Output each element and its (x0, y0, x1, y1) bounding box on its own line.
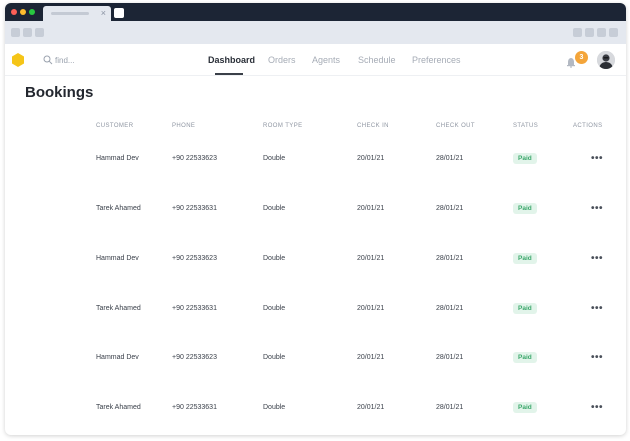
cell-room-type: Double (263, 155, 286, 162)
row-actions-menu-icon[interactable]: ••• (591, 153, 604, 164)
search-icon (43, 55, 53, 65)
browser-tab[interactable]: × (43, 6, 111, 21)
maximize-window-dot[interactable] (29, 9, 35, 15)
cell-phone: +90 22533623 (172, 255, 217, 262)
cell-customer: Hammad Dev (96, 354, 139, 361)
nav-orders[interactable]: Orders (268, 55, 296, 65)
user-avatar-icon (597, 51, 615, 69)
page-title: Bookings (25, 84, 94, 101)
status-badge: Paid (513, 352, 537, 363)
cell-check-out: 28/01/21 (436, 255, 464, 262)
nav-dashboard[interactable]: Dashboard (208, 55, 256, 65)
cell-customer: Tarek Ahamed (96, 404, 141, 411)
row-actions-menu-icon[interactable]: ••• (591, 352, 604, 363)
toolbar-menu-button[interactable] (609, 28, 618, 37)
active-nav-indicator (215, 73, 243, 75)
cell-phone: +90 22533623 (172, 354, 217, 361)
status-badge: Paid (513, 153, 537, 164)
cell-check-in: 20/01/21 (357, 205, 385, 212)
browser-titlebar: × (5, 3, 626, 21)
browser-toolbar (5, 21, 626, 44)
cell-check-in: 20/01/21 (357, 255, 385, 262)
new-tab-button[interactable] (114, 8, 124, 18)
nav-schedule[interactable]: Schedule (358, 55, 396, 65)
cell-room-type: Double (263, 404, 286, 411)
notification-count-badge: 3 (575, 51, 588, 64)
user-avatar[interactable] (597, 51, 615, 69)
status-badge: Paid (513, 402, 537, 413)
minimize-window-dot[interactable] (20, 9, 26, 15)
tab-title-placeholder (51, 12, 89, 15)
back-button[interactable] (11, 28, 20, 37)
row-actions-menu-icon[interactable]: ••• (591, 253, 604, 264)
reload-button[interactable] (35, 28, 44, 37)
notification-bell-icon[interactable] (565, 56, 577, 68)
toolbar-extension-button[interactable] (585, 28, 594, 37)
column-header-status: STATUS (513, 123, 539, 129)
status-badge: Paid (513, 303, 537, 314)
cell-check-in: 20/01/21 (357, 155, 385, 162)
cell-check-out: 28/01/21 (436, 205, 464, 212)
cell-check-out: 28/01/21 (436, 354, 464, 361)
cell-room-type: Double (263, 255, 286, 262)
cell-customer: Tarek Ahamed (96, 305, 141, 312)
cell-customer: Tarek Ahamed (96, 205, 141, 212)
nav-agents[interactable]: Agents (312, 55, 341, 65)
status-badge: Paid (513, 203, 537, 214)
browser-window: × Dashboard Orders Agents Schedule Prefe… (5, 3, 626, 435)
search-input[interactable] (55, 52, 145, 68)
app-header: Dashboard Orders Agents Schedule Prefere… (5, 44, 626, 76)
column-header-customer: CUSTOMER (96, 123, 134, 129)
row-actions-menu-icon[interactable]: ••• (591, 402, 604, 413)
cell-customer: Hammad Dev (96, 255, 139, 262)
cell-room-type: Double (263, 305, 286, 312)
column-header-phone: PHONE (172, 123, 196, 129)
row-actions-menu-icon[interactable]: ••• (591, 203, 604, 214)
cell-phone: +90 22533631 (172, 205, 217, 212)
cell-check-out: 28/01/21 (436, 155, 464, 162)
cell-check-in: 20/01/21 (357, 305, 385, 312)
column-header-check-in: CHECK IN (357, 123, 389, 129)
cell-customer: Hammad Dev (96, 155, 139, 162)
column-header-actions: ACTIONS (573, 123, 603, 129)
cell-phone: +90 22533623 (172, 155, 217, 162)
close-window-dot[interactable] (11, 9, 17, 15)
cell-check-out: 28/01/21 (436, 305, 464, 312)
cell-check-out: 28/01/21 (436, 404, 464, 411)
forward-button[interactable] (23, 28, 32, 37)
column-header-check-out: CHECK OUT (436, 123, 475, 129)
cell-check-in: 20/01/21 (357, 354, 385, 361)
toolbar-extension-button[interactable] (573, 28, 582, 37)
cell-room-type: Double (263, 354, 286, 361)
toolbar-extension-button[interactable] (597, 28, 606, 37)
nav-preferences[interactable]: Preferences (412, 55, 461, 65)
cell-room-type: Double (263, 205, 286, 212)
tab-close-icon[interactable]: × (100, 8, 106, 18)
hexagon-logo-icon[interactable] (12, 53, 24, 67)
cell-phone: +90 22533631 (172, 404, 217, 411)
row-actions-menu-icon[interactable]: ••• (591, 303, 604, 314)
status-badge: Paid (513, 253, 537, 264)
cell-phone: +90 22533631 (172, 305, 217, 312)
column-header-room-type: ROOM TYPE (263, 123, 303, 129)
cell-check-in: 20/01/21 (357, 404, 385, 411)
